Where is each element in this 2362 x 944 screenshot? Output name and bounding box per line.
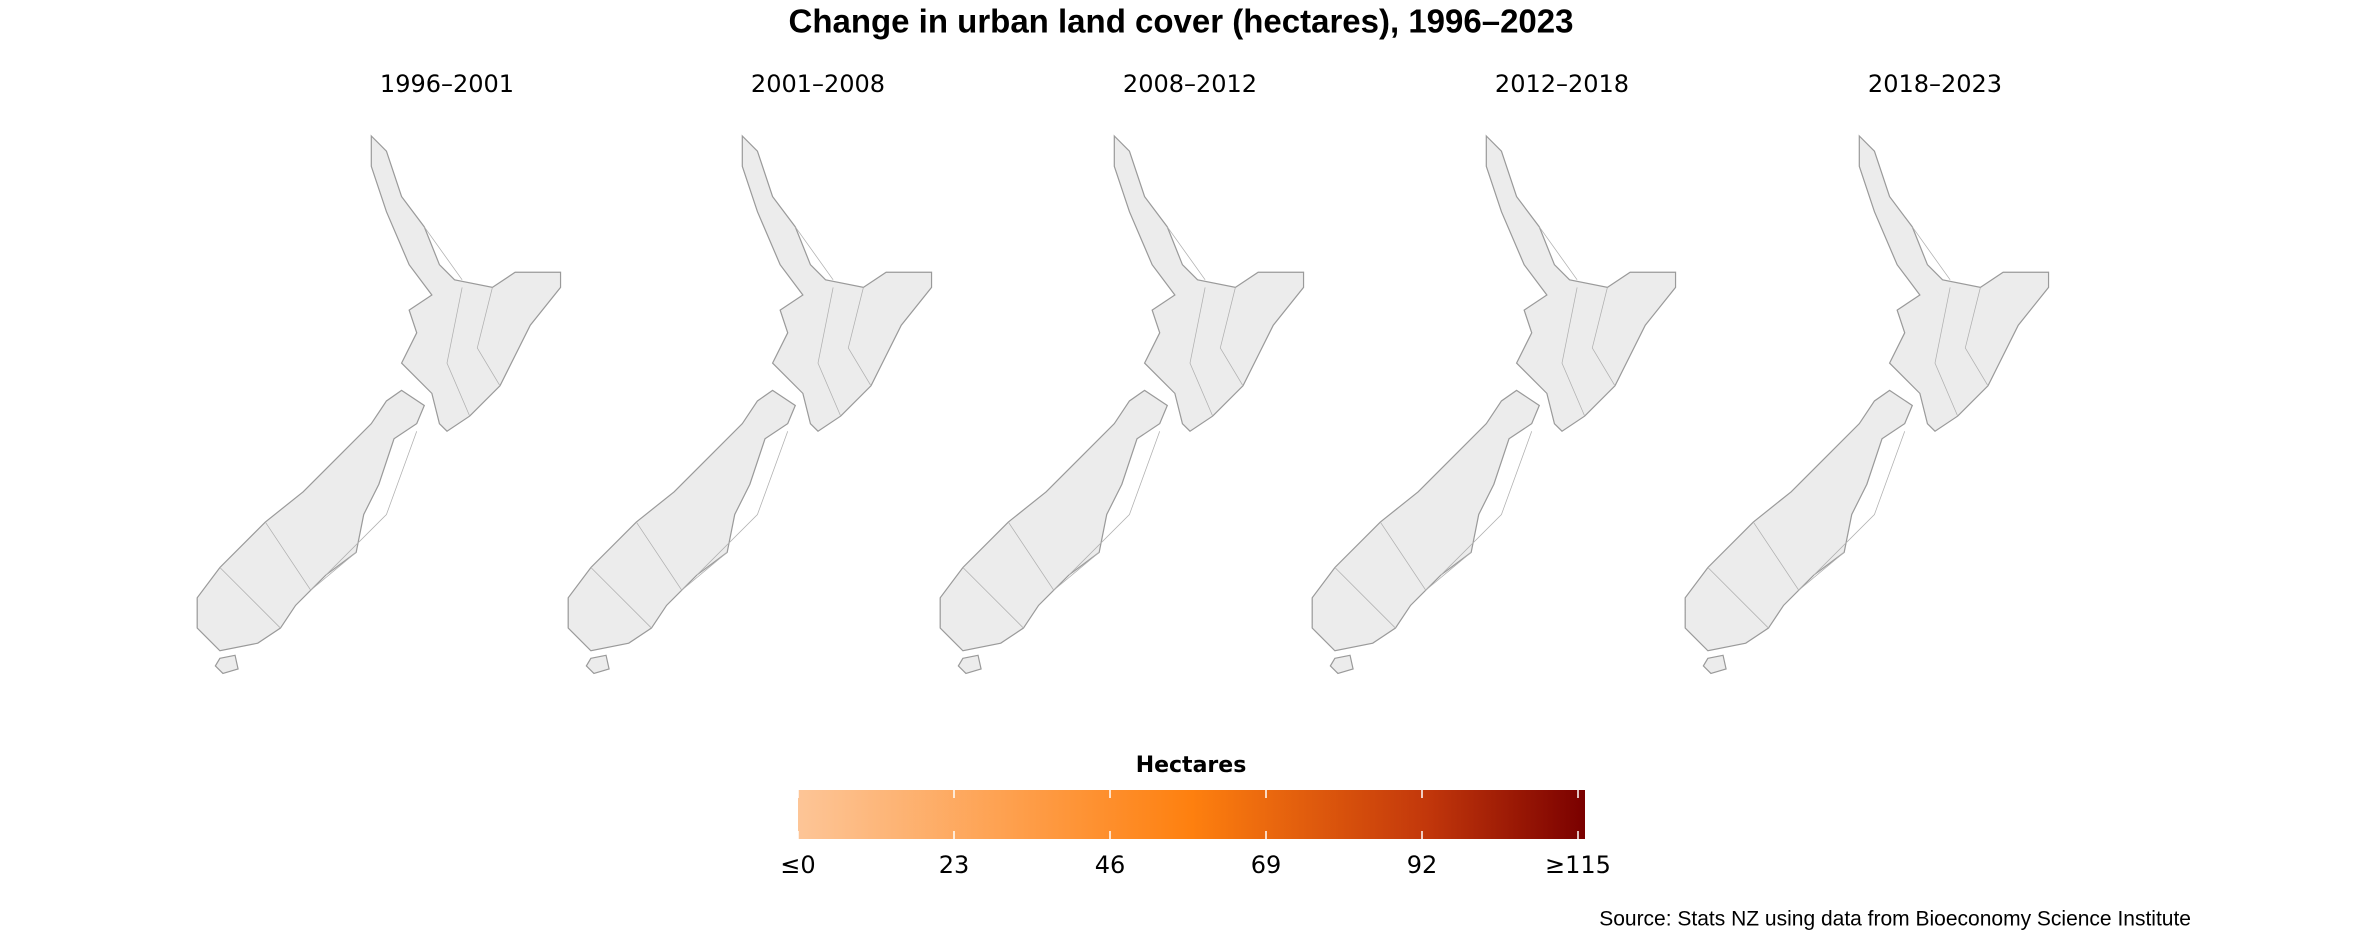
panel-title: 2001–2008 bbox=[751, 70, 885, 98]
nz-map bbox=[1684, 134, 2050, 675]
colorbar-tick-label: ≤0 bbox=[780, 851, 815, 879]
panel-title: 2012–2018 bbox=[1495, 70, 1629, 98]
panel-title: 2008–2012 bbox=[1123, 70, 1257, 98]
island bbox=[1485, 134, 1677, 433]
title: Change in urban land cover (hectares), 1… bbox=[789, 3, 1574, 40]
island bbox=[957, 654, 982, 675]
region-boundaries bbox=[1334, 226, 1616, 629]
nz-map bbox=[196, 134, 562, 675]
island bbox=[741, 134, 933, 433]
colorbar-tick-label: ≥115 bbox=[1545, 851, 1611, 879]
island bbox=[585, 654, 610, 675]
nz-map bbox=[939, 134, 1305, 675]
island bbox=[567, 389, 797, 652]
island bbox=[214, 654, 239, 675]
legend-title: Hectares bbox=[1136, 753, 1247, 778]
colorbar-tick-label: 69 bbox=[1251, 851, 1282, 879]
colorbar-tick-label: 46 bbox=[1095, 851, 1126, 879]
source-note: Source: Stats NZ using data from Bioecon… bbox=[1599, 908, 2191, 931]
island bbox=[1684, 389, 1914, 652]
island bbox=[939, 389, 1169, 652]
colorbar-tick-label: 92 bbox=[1407, 851, 1438, 879]
island bbox=[1311, 389, 1541, 652]
island bbox=[370, 134, 562, 433]
region-boundaries bbox=[1707, 226, 1989, 629]
colorbar bbox=[798, 790, 1585, 839]
region-boundaries bbox=[590, 226, 872, 629]
nz-map bbox=[1311, 134, 1677, 675]
island bbox=[1702, 654, 1727, 675]
region-boundaries bbox=[219, 226, 501, 629]
colorbar-tick-label: 23 bbox=[939, 851, 970, 879]
island bbox=[196, 389, 426, 652]
nz-map bbox=[567, 134, 933, 675]
island bbox=[1113, 134, 1305, 433]
island bbox=[1329, 654, 1354, 675]
island bbox=[1858, 134, 2050, 433]
panel-title: 1996–2001 bbox=[380, 70, 514, 98]
region-boundaries bbox=[962, 226, 1244, 629]
panel-title: 2018–2023 bbox=[1868, 70, 2002, 98]
